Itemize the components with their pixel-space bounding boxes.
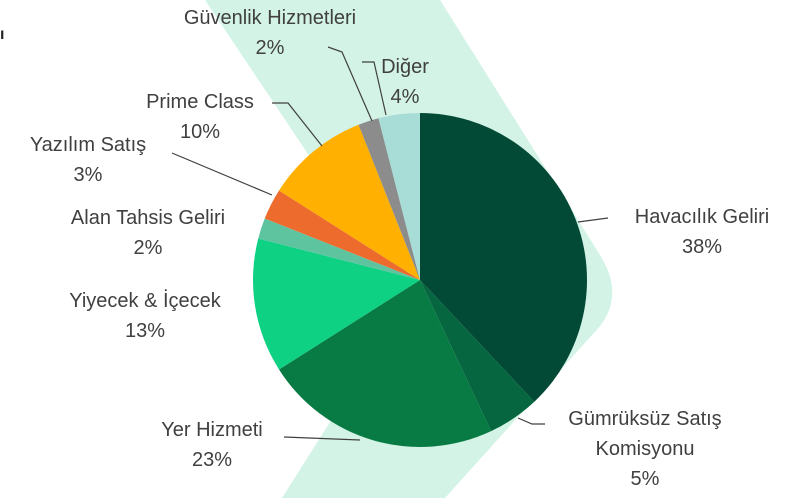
pie-slice	[278, 280, 492, 447]
label-value: 2%	[133, 237, 163, 259]
label-value: 5%	[630, 468, 660, 490]
leader-line	[272, 102, 323, 147]
data-label: Yazılım Satış 3%	[0, 130, 178, 190]
leader-line	[283, 436, 361, 441]
label-value: 3%	[73, 164, 103, 186]
label-name: Güvenlik Hizmetleri	[183, 7, 357, 29]
label-name: Diğer	[381, 56, 429, 78]
label-name: Gümrüksüz Satış Komisyonu	[568, 408, 722, 460]
pie-slice	[378, 113, 420, 280]
data-label: Alan Tahsis Geliri 2%	[28, 203, 268, 263]
label-name: Alan Tahsis Geliri	[70, 207, 226, 229]
pie-slice	[358, 118, 420, 280]
data-label: Diğer 4%	[365, 52, 445, 112]
data-label: Gümrüksüz Satış Komisyonu 5%	[540, 404, 750, 494]
leader-line	[517, 417, 545, 425]
pie-slice	[253, 238, 420, 370]
label-name: Yiyecek & İçecek	[69, 290, 221, 312]
pie-slice	[420, 280, 535, 432]
leader-line	[362, 61, 387, 116]
pie-slice	[264, 190, 420, 280]
label-value: 23%	[191, 449, 233, 471]
label-name: Yazılım Satış	[29, 134, 147, 156]
pie-slice	[278, 124, 420, 280]
chart-title: ı	[0, 26, 5, 43]
label-value: 10%	[179, 121, 221, 143]
data-label: Yer Hizmeti 23%	[122, 415, 302, 475]
label-value: 4%	[390, 86, 420, 108]
data-label: Yiyecek & İçecek 13%	[25, 286, 265, 346]
label-value: 13%	[124, 320, 166, 342]
leader-line	[171, 152, 273, 196]
leader-line	[577, 217, 609, 223]
label-value: 2%	[255, 37, 285, 59]
pie-slice	[420, 113, 588, 402]
data-label: Prime Class 10%	[110, 87, 290, 147]
label-name: Yer Hizmeti	[161, 419, 263, 441]
pie-slice	[258, 218, 420, 280]
label-name: Prime Class	[146, 91, 254, 113]
data-label: Havacılık Geliri 38%	[587, 202, 791, 262]
label-name: Havacılık Geliri	[634, 206, 770, 228]
leader-line	[327, 46, 373, 122]
data-label: Güvenlik Hizmetleri 2%	[150, 3, 390, 63]
label-value: 38%	[681, 236, 723, 258]
